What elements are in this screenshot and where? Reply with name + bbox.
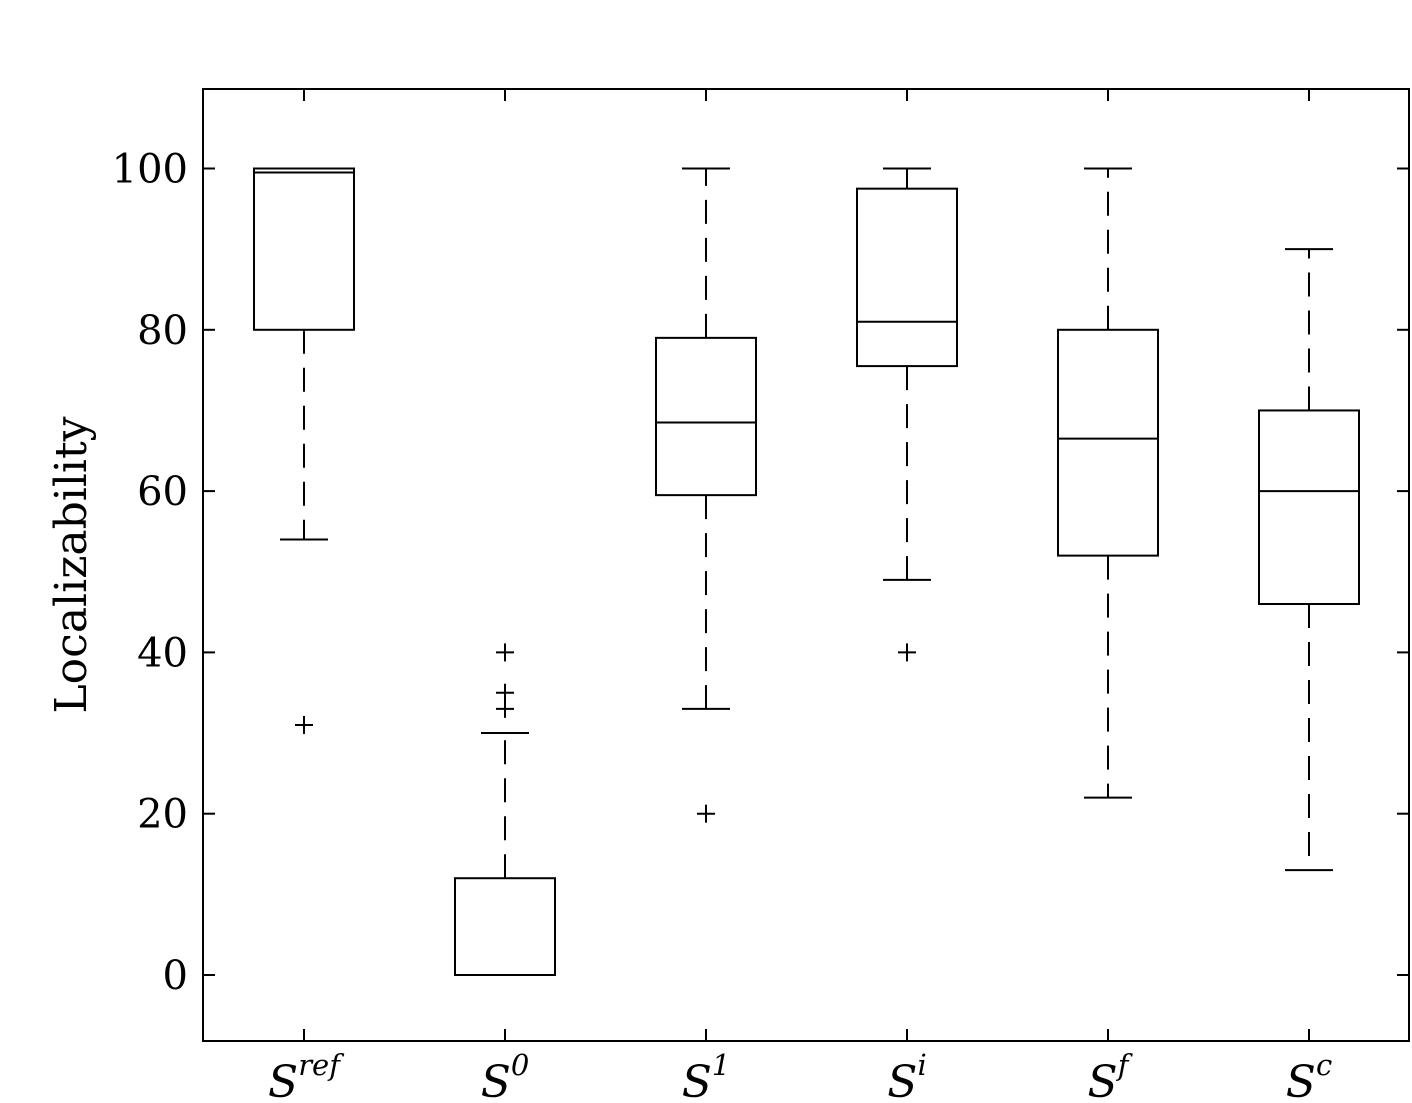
iqr-box xyxy=(1057,328,1159,557)
y-axis: 0 20 40 60 80 100 xyxy=(112,147,1409,999)
plot-frame xyxy=(202,88,1410,1042)
x-tick-label: Sf xyxy=(1088,1048,1134,1103)
iqr-box xyxy=(454,877,556,976)
outlier-point xyxy=(496,699,514,718)
y-tick-label: 100 xyxy=(112,147,188,193)
x-tick-label: S1 xyxy=(682,1048,731,1103)
y-tick-label: 80 xyxy=(137,308,188,354)
y-tick-label: 0 xyxy=(163,953,188,999)
x-tick-label: Sref xyxy=(268,1048,345,1103)
outlier-point xyxy=(496,683,514,702)
y-tick-label: 20 xyxy=(137,792,188,838)
plot-marks xyxy=(253,167,1360,976)
iqr-box xyxy=(856,187,958,368)
x-axis: Sref S0 S1 Si Sf Sc xyxy=(268,89,1332,1103)
x-tick-label: Sc xyxy=(1286,1048,1332,1103)
outlier-point xyxy=(898,643,916,662)
x-tick-label: S0 xyxy=(481,1048,530,1103)
iqr-box xyxy=(655,336,757,497)
x-tick-label: Si xyxy=(887,1048,926,1103)
y-axis-label: Localizability xyxy=(46,416,97,713)
y-tick-label: 40 xyxy=(137,630,188,676)
y-tick-label: 60 xyxy=(137,469,188,515)
iqr-box xyxy=(1258,409,1360,606)
outlier-point xyxy=(496,643,514,662)
outlier-point xyxy=(295,715,313,734)
outlier-point xyxy=(697,804,715,823)
iqr-box xyxy=(253,167,355,331)
